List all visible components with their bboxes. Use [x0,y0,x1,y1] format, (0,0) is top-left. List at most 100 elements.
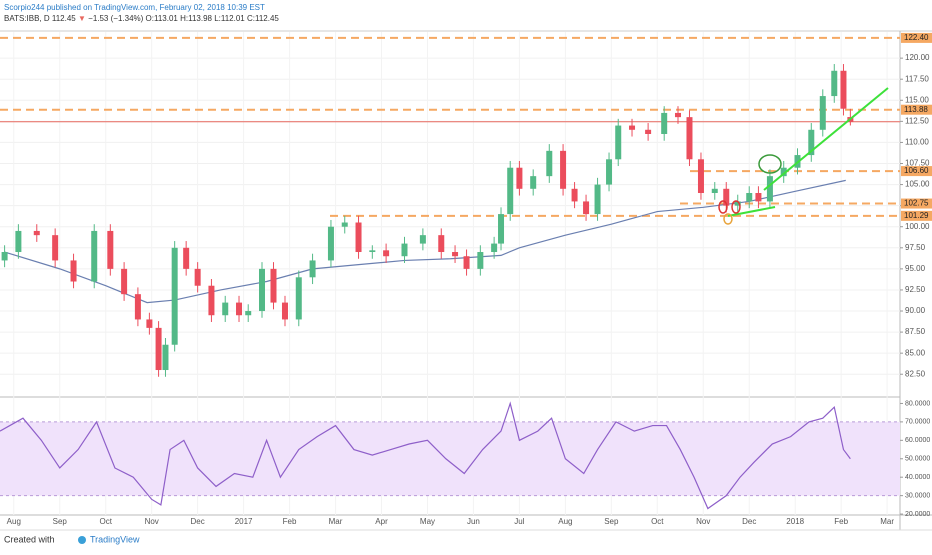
x-tick-label: Feb [283,517,297,526]
footer-created: Created with [4,534,55,544]
y-tick-label: 95.00 [905,264,926,273]
y-tick-label: 120.00 [905,53,930,62]
candle-body [259,268,266,312]
price: 112.45 [52,14,76,23]
candle-body [516,167,523,189]
x-tick-label: Jun [467,517,480,526]
candle-body [491,243,498,253]
y-tick-label: 100.00 [905,222,930,231]
level-label-bg [901,32,932,43]
candle-body [309,260,316,278]
y-tick-label: 70.0000 [905,419,930,426]
y-tick-label: 97.50 [905,243,926,252]
y-tick-label: 85.00 [905,348,926,357]
candle-body [661,112,668,134]
level-label-bg [901,166,932,177]
y-tick-label: 20.0000 [905,511,930,518]
candle-body [341,222,348,227]
candle-body [70,260,77,282]
candle-body [711,188,718,194]
level-label-bg [901,104,932,115]
candle-body [15,230,22,253]
y-tick-label: 92.50 [905,285,926,294]
candle-body [780,167,787,177]
candle-body [734,201,741,206]
candle-body [194,268,201,286]
candle-body [755,193,762,202]
x-tick-label: Aug [7,517,21,526]
candle-body [560,150,567,189]
candle-body [808,129,815,156]
x-tick-label: Oct [651,517,664,526]
candle-body [327,226,334,261]
candle-body [507,167,514,215]
candle-body [171,247,178,345]
x-tick-label: Oct [99,517,112,526]
x-tick-label: Sep [604,517,619,526]
x-tick-label: Apr [375,517,388,526]
candle-body [369,250,376,253]
y-tick-label: 117.50 [905,74,929,83]
candle-body [452,252,459,257]
x-tick-label: Mar [880,517,894,526]
candle-body [383,250,390,257]
x-tick-label: Feb [834,517,848,526]
candle-body [236,302,243,316]
candle-body [281,302,288,320]
candle-body [723,188,730,206]
arrow: ▼ [78,14,86,23]
y-tick-label: 60.0000 [905,437,930,444]
level-label: 106.60 [904,166,929,175]
y-tick-label: 40.0000 [905,474,930,481]
open: O:113.01 [146,14,179,23]
candle-body [146,319,153,328]
marks: 82.50 85.00 87.50 90.00 92.50 95.00 97.50 100.0… [0,32,932,526]
x-tick-label: May [420,517,435,526]
x-tick-label: Aug [558,517,572,526]
candle-body [831,70,838,97]
symbol-line: BATS:IBB, D 112.45 ▼ −1.53 (−1.34%) O:11… [4,14,279,23]
y-tick-label: 30.0000 [905,492,930,499]
x-tick-label: Nov [145,517,159,526]
candle-body [583,201,590,215]
y-tick-label: 112.50 [905,116,929,125]
candle-body [270,268,277,303]
candle-body [33,230,40,236]
moving-average [4,179,846,304]
candle-body [107,230,114,269]
trend-line [763,87,889,191]
x-tick-label: Nov [696,517,710,526]
level-label-bg [901,210,932,221]
candle-body [766,176,773,202]
x-tick-label: Dec [742,517,756,526]
change: −1.53 (−1.34%) [88,14,143,23]
candle-body [295,277,302,320]
candle-body [615,125,622,160]
candle-body [498,214,505,244]
y-tick-label: 115.00 [905,95,929,104]
x-tick-label: Dec [191,517,205,526]
low: L:112.01 [214,14,245,23]
candle-body [222,302,229,316]
trend-line [727,206,776,217]
candle-body [629,125,636,130]
candle-body [52,235,59,261]
candle-body [746,193,753,202]
candle-body [463,256,470,269]
highlight-ellipse [723,213,733,225]
x-tick-label: Jul [514,517,524,526]
candle-body [686,117,693,160]
candle-body [530,176,537,189]
candle-body [438,235,445,253]
y-tick-label: 105.00 [905,180,930,189]
candle-body [606,159,613,185]
candle-body [183,247,190,269]
rsi-line [0,401,851,510]
candle-body [162,344,169,371]
candle-body [546,150,553,177]
y-tick-label: 80.0000 [905,400,930,407]
candle-body [819,96,826,130]
candle-body [134,294,141,320]
level-label: 102.75 [904,199,929,208]
